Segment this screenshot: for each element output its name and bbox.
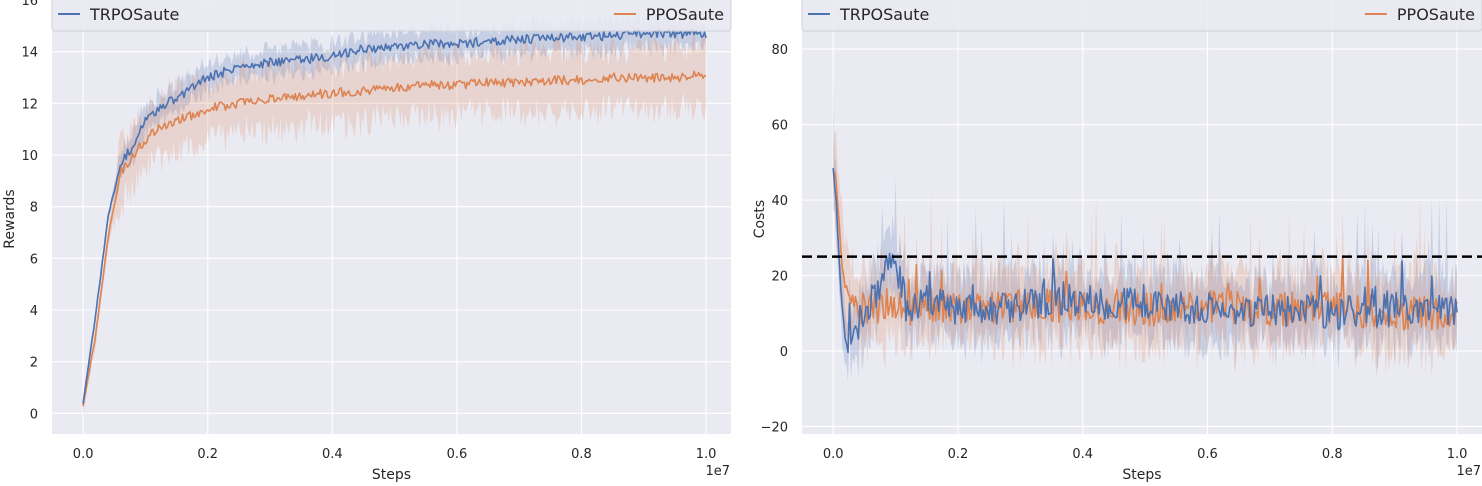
x-tick-label: 0.8 [571, 447, 592, 462]
y-tick-label: 4 [30, 304, 38, 319]
x-tick-label: 0.6 [447, 447, 468, 462]
legend-label: PPOSaute [1397, 5, 1475, 24]
legend-label: TRPOSaute [839, 5, 929, 24]
x-tick-label: 0.2 [197, 447, 218, 462]
series-line-0 [832, 167, 1458, 354]
x-tick-label: 0.0 [73, 447, 94, 462]
x-tick-label: 1.0 [696, 447, 717, 462]
y-tick-label: 10 [21, 149, 38, 164]
x-tick-label: 0.6 [1197, 447, 1218, 462]
legend-box [801, 0, 1482, 32]
x-tick-label: 0.0 [823, 447, 844, 462]
x-offset-label: 1e7 [705, 464, 730, 479]
x-axis-label: Steps [372, 467, 411, 482]
legend: TRPOSaute PPOSaute [51, 0, 732, 32]
data-layer [832, 75, 1458, 384]
y-tick-label: −20 [761, 420, 788, 435]
y-tick-label: 6 [30, 252, 38, 267]
x-tick-label: 0.4 [1072, 447, 1093, 462]
y-axis-label: Rewards [2, 189, 18, 248]
y-tick-label: 16 [21, 0, 38, 9]
legend-box [51, 0, 732, 32]
x-tick-label: 0.4 [322, 447, 343, 462]
x-tick-label: 1.0 [1447, 447, 1468, 462]
x-tick-label: 0.2 [948, 447, 969, 462]
y-axis-label: Costs [752, 200, 768, 238]
data-layer [82, 10, 707, 417]
y-tick-label: 60 [771, 119, 788, 134]
y-tick-label: 8 [30, 201, 38, 216]
y-tick-label: 12 [21, 97, 38, 112]
series-line-1 [82, 70, 707, 407]
series-line-0 [82, 28, 707, 404]
y-tick-label: 14 [21, 46, 38, 61]
y-tick-label: 40 [771, 194, 788, 209]
chart-panel-1: 0 2 4 6 8 10 12 14 16 0.0 0.2 0.4 0.6 0.8 1.0 1e7 Steps R… [2, 0, 732, 483]
legend: TRPOSaute PPOSaute [801, 0, 1482, 32]
y-tick-label: 20 [771, 269, 788, 284]
chart-panel-2: −20 0 20 40 60 80 0.0 0.2 0.4 0.6 0.8 1.0 1e7 Steps Co… [752, 0, 1482, 483]
x-axis-label: Steps [1122, 467, 1161, 482]
series-band-1 [83, 26, 707, 417]
legend-label: PPOSaute [646, 5, 724, 24]
y-tick-label: 80 [771, 43, 788, 58]
plot-area [802, 0, 1482, 434]
y-tick-label: 0 [30, 407, 38, 422]
x-tick-label: 0.8 [1322, 447, 1343, 462]
legend-label: TRPOSaute [89, 5, 179, 24]
y-tick-label: 0 [780, 345, 788, 360]
x-offset-label: 1e7 [1456, 464, 1481, 479]
series-band-0 [83, 10, 707, 410]
y-tick-label: 2 [30, 356, 38, 371]
